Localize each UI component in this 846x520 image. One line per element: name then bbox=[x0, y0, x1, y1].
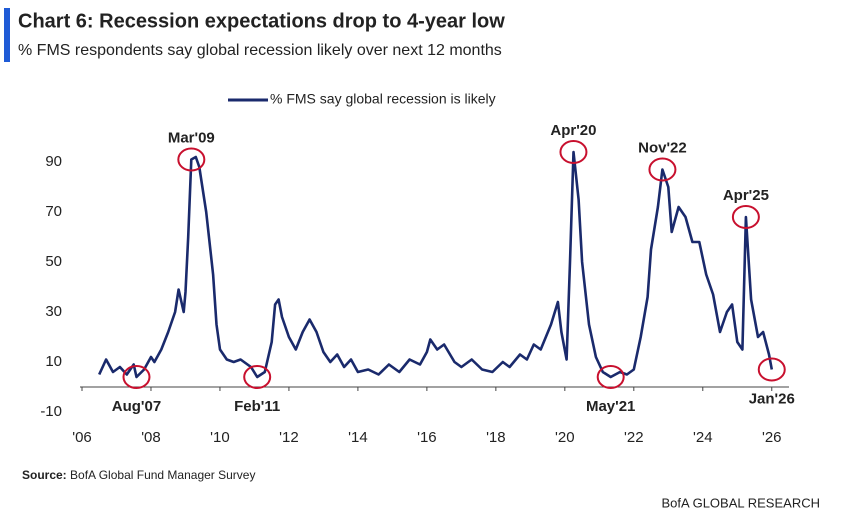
annotation-circle bbox=[757, 357, 786, 382]
y-tick-label: 50 bbox=[45, 253, 62, 270]
source: Source: BofA Global Fund Manager Survey bbox=[22, 468, 255, 482]
title-accent bbox=[4, 8, 10, 62]
x-tick-label: '14 bbox=[348, 429, 368, 446]
x-tick-label: '10 bbox=[210, 429, 230, 446]
source-label: Source: bbox=[22, 468, 67, 482]
y-tick-label: -10 bbox=[40, 403, 62, 420]
annotation-label: Jan'26 bbox=[749, 390, 795, 407]
annotation-circle bbox=[243, 365, 272, 389]
x-tick-label: '20 bbox=[555, 429, 575, 446]
annotation-label: Mar'09 bbox=[168, 129, 215, 146]
series-line bbox=[98, 150, 774, 379]
annotation-label: Aug'07 bbox=[112, 398, 161, 415]
x-tick-label: '16 bbox=[417, 429, 437, 446]
y-tick-label: 90 bbox=[45, 153, 62, 170]
x-tick-label: '08 bbox=[141, 429, 161, 446]
x-tick-label: '06 bbox=[72, 429, 92, 446]
y-tick-label: 70 bbox=[45, 203, 62, 220]
annotation-circle bbox=[177, 147, 206, 172]
footer: BofA GLOBAL RESEARCH bbox=[662, 495, 820, 510]
annotation-label: Feb'11 bbox=[234, 398, 280, 415]
x-tick-label: '18 bbox=[486, 429, 506, 446]
chart-subtitle: % FMS respondents say global recession l… bbox=[18, 42, 502, 59]
annotation-circle bbox=[648, 157, 677, 182]
x-tick-label: '12 bbox=[279, 429, 299, 446]
chart-title: Chart 6: Recession expectations drop to … bbox=[18, 10, 505, 32]
annotation-label: Nov'22 bbox=[638, 139, 687, 156]
x-tick-label: '22 bbox=[624, 429, 644, 446]
annotation-circle bbox=[731, 205, 760, 229]
annotation-label: Apr'20 bbox=[550, 122, 596, 139]
annotation-circle bbox=[596, 365, 625, 389]
y-tick-label: 30 bbox=[45, 303, 62, 320]
legend-label: % FMS say global recession is likely bbox=[270, 91, 496, 107]
y-tick-label: 10 bbox=[45, 353, 62, 370]
x-tick-label: '26 bbox=[762, 429, 782, 446]
annotation-label: Apr'25 bbox=[723, 187, 769, 204]
source-text: BofA Global Fund Manager Survey bbox=[70, 468, 255, 482]
annotation-circle bbox=[122, 365, 151, 389]
annotation-label: May'21 bbox=[586, 398, 635, 415]
annotation-circle bbox=[559, 140, 588, 164]
x-tick-label: '24 bbox=[693, 429, 713, 446]
